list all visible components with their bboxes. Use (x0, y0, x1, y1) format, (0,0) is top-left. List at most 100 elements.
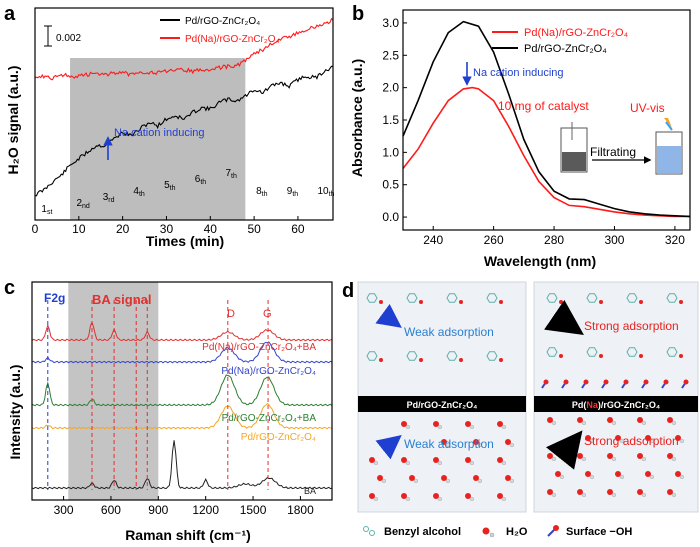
hydrogen-atom (470, 497, 475, 502)
x-tick-label: 1800 (287, 503, 314, 517)
hydrogen-atom (478, 479, 483, 484)
pulse-label: 8th (256, 186, 268, 198)
hydrogen-atom (502, 497, 507, 502)
weak-arrow-top (375, 303, 402, 328)
hydrogen-atom (470, 461, 475, 466)
benzyl-alcohol-molecule (546, 347, 558, 357)
panel-a-ylabel: H₂O signal (a.u.) (5, 66, 21, 175)
hydrogen-atom (502, 425, 507, 430)
benzyl-alcohol-molecule (366, 351, 378, 361)
hydrogen-atom (650, 475, 655, 480)
water-molecule (497, 421, 503, 427)
hydrogen-atom (406, 425, 411, 430)
water-molecule (505, 439, 511, 445)
x-tick-label: 320 (665, 233, 685, 247)
pulse-label: 5th (164, 180, 176, 192)
water-molecule (465, 457, 471, 463)
hydrogen-atom (374, 461, 379, 466)
hydrogen-atom (620, 439, 625, 444)
oxygen-atom (599, 300, 603, 304)
benzyl-alcohol-molecule (666, 347, 678, 357)
panel-d-label: d (342, 280, 354, 302)
x-tick-label: 240 (423, 233, 443, 247)
oxygen-atom (679, 354, 683, 358)
y-tick-label: 3.0 (382, 16, 399, 30)
water-molecule (401, 493, 407, 499)
ba-signal-label: BA signal (92, 292, 151, 307)
water-molecule (555, 471, 561, 477)
hydrogen-atom (680, 475, 685, 480)
water-molecule (547, 489, 553, 495)
oxygen-atom (499, 358, 503, 362)
x-tick-label: 30 (160, 222, 174, 236)
oxygen-atom (559, 300, 563, 304)
legend-label-a0: Pd/rGO-ZnCr₂O₄ (185, 16, 260, 27)
water-molecule (433, 457, 439, 463)
benzyl-alcohol-molecule (486, 351, 498, 361)
water-molecule (465, 421, 471, 427)
benzyl-alcohol-molecule (486, 293, 498, 303)
panel-a-label: a (4, 3, 16, 25)
hydrogen-atom (612, 457, 617, 462)
water-molecule (547, 453, 553, 459)
benzyl-alcohol-molecule (666, 293, 678, 303)
hydrogen-atom (672, 457, 677, 462)
water-molecule (497, 457, 503, 463)
water-molecule (441, 475, 447, 481)
catalyst-bar-right-label: Pd(Na)/rGO-ZnCr₂O₄ (572, 400, 660, 410)
water-molecule (615, 435, 621, 441)
water-molecule (607, 453, 613, 459)
panel-a: a H₂O signal (a.u.) Times (min) 0 10 20 30 4… (4, 3, 335, 249)
y-tick-label: 2.5 (382, 48, 399, 62)
f2g-label: F2g (44, 291, 65, 305)
hydrogen-atom (612, 493, 617, 498)
hydrogen-atom (582, 493, 587, 498)
panel-b: b Absorbance (a.u.) Wavelength (nm) 240 2… (349, 3, 691, 269)
panel-b-annotation-2: UV-vis (630, 101, 665, 115)
hydrogen-atom (502, 461, 507, 466)
oxygen-atom (679, 300, 683, 304)
oxygen-atom (639, 354, 643, 358)
hydrogen-atom (382, 479, 387, 484)
hydrogen-atom (582, 421, 587, 426)
hydrogen-atom (560, 475, 565, 480)
hydrogen-atom (438, 425, 443, 430)
pulse-label: 1st (41, 204, 52, 216)
hydrogen-atom (470, 425, 475, 430)
hydrogen-atom (672, 493, 677, 498)
water-molecule (441, 439, 447, 445)
oxygen-atom (459, 358, 463, 362)
raman-trace (31, 320, 333, 342)
panel-b-annotation-0: Na cation inducing (473, 67, 564, 79)
d-band-label: D (227, 308, 235, 320)
panel-b-ylabel: Absorbance (a.u.) (349, 59, 365, 177)
oxygen-atom (559, 354, 563, 358)
oxygen-atom (599, 354, 603, 358)
benzyl-alcohol-molecule (366, 293, 378, 303)
hydrogen-atom (680, 439, 685, 444)
hydrogen-atom (620, 475, 625, 480)
hydrogen-atom (406, 461, 411, 466)
hydrogen-atom (650, 439, 655, 444)
panel-c-shaded-region (68, 282, 159, 500)
raman-trace (31, 402, 333, 430)
series-line-pd-na-rgo (402, 86, 690, 218)
pulse-label: 3rd (103, 192, 115, 204)
hydrogen-atom (642, 493, 647, 498)
water-molecule (637, 417, 643, 423)
panel-c: c Intensity (a.u.) Raman shift (cm⁻¹) 30… (4, 277, 333, 543)
panel-c-frame (31, 281, 333, 501)
hydrogen-atom (406, 497, 411, 502)
x-tick-label: 1200 (192, 503, 219, 517)
strong-label-bottom: Strong adsorption (584, 434, 679, 448)
pulse-label: 9th (287, 186, 299, 198)
x-tick-label: 900 (148, 503, 168, 517)
water-molecule (607, 489, 613, 495)
panel-b-annotation-1: 10 mg of catalyst (498, 99, 589, 113)
oxygen-atom (499, 300, 503, 304)
weak-arrow-bottom (375, 435, 402, 460)
x-tick-label: 60 (291, 222, 305, 236)
water-molecule (505, 475, 511, 481)
water-icon (482, 527, 490, 535)
x-tick-label: 600 (101, 503, 121, 517)
